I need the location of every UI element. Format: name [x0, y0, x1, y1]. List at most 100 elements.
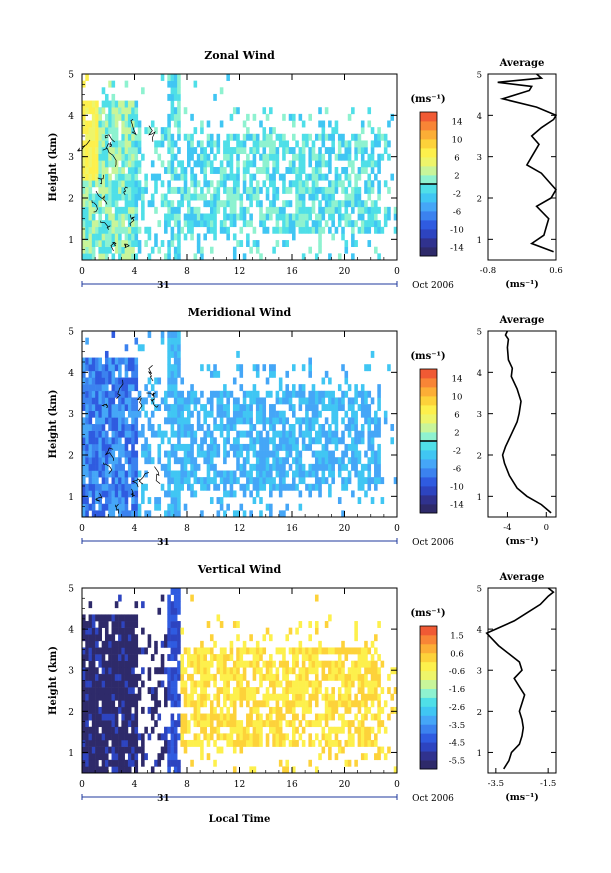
- heatmap-cell: [167, 640, 171, 648]
- heatmap-cell: [308, 680, 312, 688]
- heatmap-cell: [292, 660, 296, 668]
- heatmap-cell: [318, 173, 322, 181]
- heatmap-cell: [351, 739, 355, 747]
- heatmap-cell: [334, 417, 339, 425]
- heatmap-cell: [209, 180, 214, 188]
- heatmap-cell: [259, 220, 263, 228]
- heatmap-cell: [164, 417, 168, 425]
- heatmap-cell: [272, 206, 276, 214]
- heatmap-cell: [351, 457, 355, 465]
- heatmap-cell: [124, 140, 129, 148]
- heatmap-cell: [91, 660, 96, 668]
- heatmap-cell: [190, 654, 194, 661]
- heatmap-cell: [177, 417, 181, 425]
- heatmap-cell: [272, 693, 276, 701]
- heatmap-cell: [239, 364, 244, 372]
- heatmap-cell: [209, 140, 214, 148]
- heatmap-cell: [308, 470, 312, 478]
- heatmap-cell: [173, 483, 178, 491]
- heatmap-cell: [147, 127, 152, 135]
- heatmap-cell: [259, 733, 263, 741]
- heatmap-cell: [154, 180, 158, 188]
- heatmap-cell: [295, 660, 299, 668]
- heatmap-cell: [367, 443, 372, 451]
- heatmap-cell: [275, 667, 280, 675]
- heatmap-cell: [357, 483, 362, 491]
- heatmap-cell: [206, 220, 211, 228]
- heatmap-cell: [259, 667, 263, 675]
- heatmap-cell: [150, 654, 155, 661]
- heatmap-cell: [216, 667, 221, 675]
- heatmap-cell: [200, 443, 204, 451]
- heatmap-cell: [288, 667, 293, 675]
- heatmap-cell: [190, 660, 194, 668]
- heatmap-cell: [200, 364, 204, 372]
- heatmap-cell: [219, 687, 224, 695]
- heatmap-cell: [374, 667, 378, 675]
- heatmap-cell: [167, 693, 171, 701]
- heatmap-cell: [91, 384, 96, 392]
- heatmap-cell: [131, 417, 135, 425]
- heatmap-cell: [170, 654, 175, 661]
- heatmap-cell: [357, 140, 362, 148]
- heatmap-cell: [190, 180, 194, 188]
- heatmap-cell: [226, 173, 230, 181]
- heatmap-cell: [301, 673, 306, 681]
- heatmap-cell: [118, 193, 122, 201]
- heatmap-cell: [134, 510, 139, 518]
- heatmap-cell: [127, 430, 132, 438]
- heatmap-cell: [360, 404, 365, 412]
- heatmap-cell: [88, 167, 93, 174]
- heatmap-cell: [203, 430, 207, 438]
- heatmap-cell: [137, 733, 142, 741]
- heatmap-cell: [232, 233, 237, 241]
- heatmap-cell: [232, 490, 237, 498]
- heatmap-cell: [108, 443, 112, 451]
- heatmap-cell: [180, 627, 185, 635]
- heatmap-cell: [85, 753, 89, 761]
- heatmap-cell: [200, 167, 204, 174]
- heatmap-cell: [347, 739, 352, 747]
- heatmap-cell: [308, 160, 312, 168]
- heatmap-cell: [101, 133, 106, 141]
- heatmap-cell: [131, 673, 135, 681]
- heatmap-cell: [111, 443, 116, 451]
- heatmap-cell: [377, 463, 381, 471]
- heatmap-cell: [98, 424, 102, 431]
- heatmap-cell: [196, 213, 201, 221]
- heatmap-cell: [223, 220, 227, 228]
- heatmap-cell: [98, 206, 102, 214]
- heatmap-cell: [370, 660, 375, 668]
- heatmap-cell: [82, 443, 86, 451]
- heatmap-cell: [334, 153, 339, 161]
- heatmap-cell: [236, 180, 240, 188]
- heatmap-cell: [249, 693, 253, 701]
- heatmap-cell: [357, 437, 362, 445]
- heatmap-cell: [164, 510, 168, 518]
- colorbar-tick-label: -6: [453, 465, 461, 475]
- colorbar-tick-label: 2: [454, 429, 459, 439]
- heatmap-cell: [177, 759, 181, 767]
- heatmap-cell: [137, 430, 142, 438]
- heatmap-cell: [101, 706, 106, 714]
- heatmap-cell: [298, 160, 303, 168]
- heatmap-cell: [344, 680, 349, 688]
- heatmap-cell: [88, 417, 93, 425]
- heatmap-cell: [331, 713, 335, 721]
- heatmap-cell: [150, 246, 155, 254]
- heatmap-cell: [98, 503, 102, 511]
- heatmap-cell: [331, 180, 335, 188]
- heatmap-cell: [118, 634, 122, 642]
- heatmap-cell: [239, 673, 244, 681]
- heatmap-cell: [124, 693, 129, 701]
- heatmap-cell: [314, 457, 319, 465]
- heatmap-cell: [278, 437, 283, 445]
- heatmap-cell: [187, 483, 191, 491]
- heatmap-cell: [134, 726, 139, 734]
- heatmap-cell: [232, 660, 237, 668]
- heatmap-cell: [262, 477, 267, 485]
- heatmap-cell: [196, 733, 201, 741]
- heatmap-cell: [183, 107, 188, 115]
- heatmap-cell: [344, 200, 349, 208]
- heatmap-cell: [164, 667, 168, 675]
